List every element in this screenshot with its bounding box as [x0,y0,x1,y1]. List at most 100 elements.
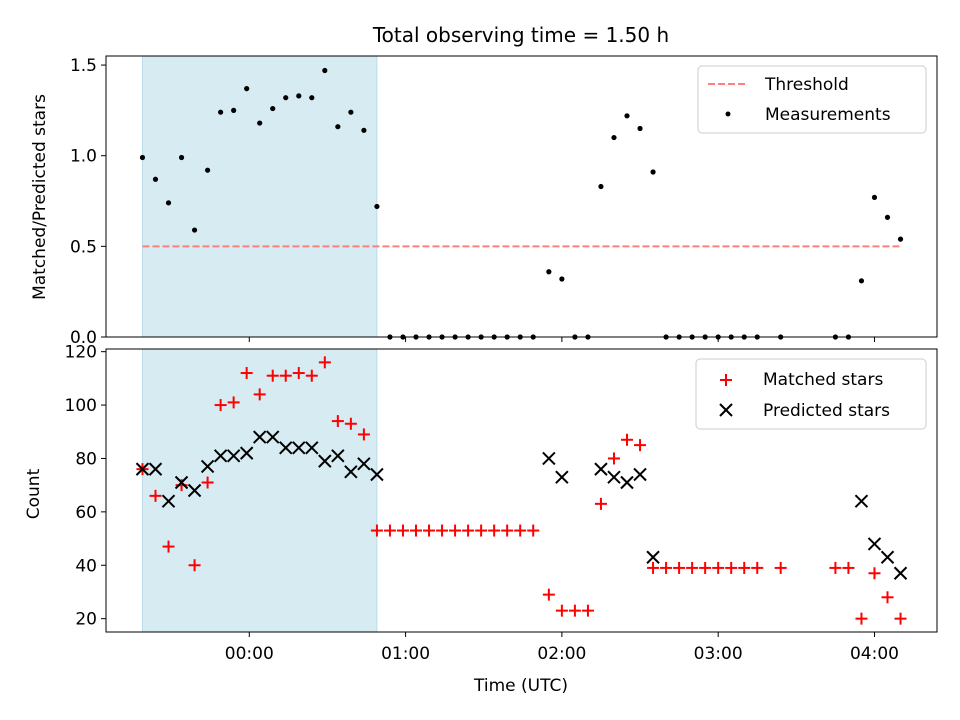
bottom-legend-box [695,358,927,430]
predicted-legend-label: Predicted stars [763,401,890,421]
matched-star-point [581,604,594,617]
predicted-star-point [357,457,371,471]
matched-star-point [594,497,607,510]
matched-star-point [501,524,514,537]
matched-star-point [647,561,660,574]
matched-star-point [527,524,540,537]
measurement-point [897,236,904,242]
matched-star-point [370,524,383,537]
measurement-point [637,125,643,132]
predicted-star-point [266,430,280,444]
matched-legend-label: Matched stars [763,370,883,390]
measurement-point [296,93,302,99]
matched-star-point [162,540,175,553]
matched-star-point [227,396,240,409]
top-x-ticks [248,337,875,342]
matched-star-point [423,524,436,537]
matched-star-point [607,452,620,465]
top-y-tick-label: 0.0 [70,328,97,348]
top-shaded-span-rect [141,55,378,338]
matched-star-point [396,524,409,537]
matched-star-point [699,561,712,574]
matched-star-point [555,604,568,617]
x-tick-label: 03:00 [694,644,743,664]
matched-star-point [331,415,344,428]
measurement-point [598,183,604,190]
matched-star-point [344,417,357,430]
top-panel-ratio: 0.0 0.5 1.0 1.5 Matched/Predicted stars Thr… [30,55,938,348]
matched-star-point [881,591,894,604]
predicted-star-point [226,449,241,463]
measurement-point [152,176,159,182]
bottom-y-tick-label: 40 [75,556,97,576]
bottom-y-tick-label: 20 [75,610,97,630]
matched-star-point [188,559,201,572]
matched-star-point [292,367,305,380]
matched-star-point [253,388,266,401]
x-tick-label: 00:00 [225,644,274,664]
predicted-star-point [620,475,634,490]
matched-star-point [855,612,868,625]
matched-star-point [712,561,725,574]
matched-star-point [738,561,751,574]
matched-star-point [240,367,253,380]
predicted-star-point [344,465,358,479]
top-legend: Threshold Measurements [697,65,927,134]
predicted-star-point [161,494,176,508]
matched-star-point [409,524,422,537]
matched-star-point [149,489,162,502]
matched-star-point [673,561,686,574]
predicted-star-point [279,441,293,455]
x-tick-label: 02:00 [537,644,586,664]
top-y-tick-label: 1.5 [70,56,97,76]
predicted-star-point [148,462,163,476]
matched-star-point [279,369,292,382]
measurement-point [361,127,367,133]
measurement-point [348,109,354,115]
matched-star-point [568,604,581,617]
measurement-point [309,95,315,101]
bottom-y-tick-label: 60 [75,503,97,523]
predicted-star-point [252,430,267,444]
bottom-axes-frame [105,348,938,633]
measurement-point [858,278,865,284]
measurement-point [270,105,276,112]
x-axis-label: Time (UTC) [473,676,568,696]
matched-star-point [318,356,331,369]
matched-star-point [305,369,318,382]
matched-star-point [774,561,787,574]
top-legend-box [697,65,927,134]
matched-star-point [894,612,907,625]
matched-star-point [436,524,449,537]
matched-star-point [201,476,214,489]
measurement-point [139,154,146,161]
matched-star-point [725,561,738,574]
predicted-star-point [633,467,647,482]
bottom-y-axis-label: Count [24,468,44,519]
x-tick-label: 01:00 [381,644,430,664]
matched-star-point [634,439,647,452]
matched-star-point [751,561,764,574]
matched-star-point [383,524,396,537]
top-axes-frame [105,55,938,338]
top-shaded-span [141,55,378,338]
bottom-y-ticks: 20 40 60 80 100 120 [65,343,106,630]
chart-title: Total observing time = 1.50 h [372,23,669,47]
predicted-star-point [331,449,345,463]
measurement-point [178,154,185,161]
measurement-point [191,227,198,233]
matched-star-point [686,561,699,574]
matched-star-point [449,524,462,537]
bottom-legend: Matched stars Predicted stars [695,358,927,430]
matched-star-point [462,524,475,537]
matched-star-point [514,524,527,537]
matched-star-point [475,524,488,537]
bottom-x-ticks: 00:00 01:00 02:00 03:00 04:00 [225,632,899,664]
measurement-point [244,86,250,92]
matched-star-point [214,399,227,412]
measurement-point [611,134,617,141]
measurement-point [559,276,565,282]
matched-legend-swatch [720,374,732,386]
measurement-point [374,203,380,210]
